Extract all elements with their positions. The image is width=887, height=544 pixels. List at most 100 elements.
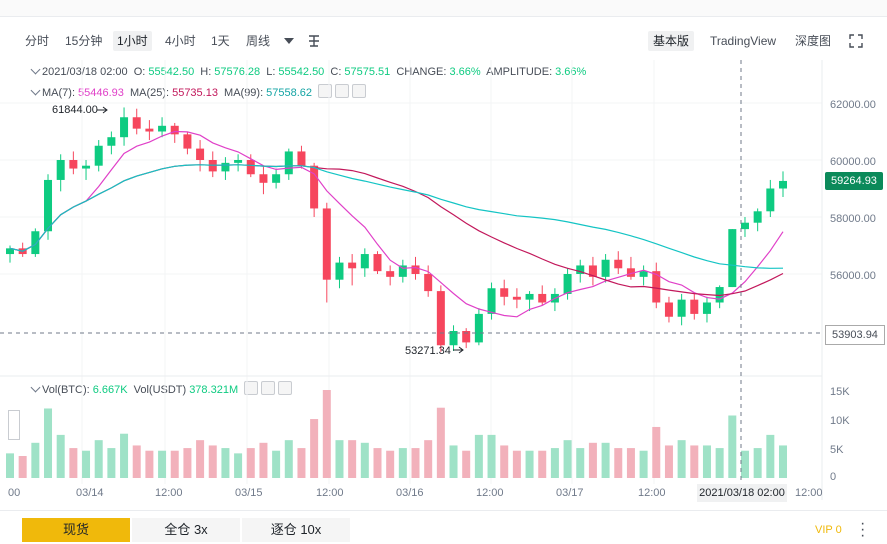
- cross-margin-tab[interactable]: 全仓 3x: [132, 518, 240, 542]
- grid: [0, 60, 822, 484]
- ma99-label: MA(99):: [224, 87, 264, 99]
- time-tick-1200-e: 12:00: [795, 487, 823, 499]
- timeframe-1d[interactable]: 1天: [211, 34, 230, 48]
- candle-body: [284, 151, 293, 175]
- more-options-icon[interactable]: · · ·: [860, 515, 866, 544]
- candle-body: [158, 125, 167, 132]
- indicator-settings-icon[interactable]: [306, 33, 322, 49]
- crosshair-time-tag: 2021/03/18 02:00: [697, 484, 787, 502]
- volume-bar: [234, 453, 243, 478]
- price-tick-62000: 62000.00: [830, 99, 876, 111]
- candle-body: [259, 174, 268, 183]
- price-tick-58000: 58000.00: [830, 213, 876, 225]
- timeframe-15m[interactable]: 15分钟: [65, 34, 103, 48]
- ma25-line: [9, 164, 784, 297]
- volume-bar: [284, 440, 293, 478]
- volume-bar: [664, 445, 673, 478]
- timeframe-realtime[interactable]: 分时: [25, 34, 50, 48]
- ma7-line: [9, 130, 784, 318]
- volume-bar: [702, 445, 711, 478]
- vol-tick-15k: 15K: [830, 386, 850, 398]
- candle-body: [766, 188, 775, 212]
- timeframe-4h[interactable]: 4小时: [165, 34, 196, 48]
- candle-body: [728, 229, 737, 288]
- volume-bar: [677, 440, 686, 478]
- view-tradingview-tab[interactable]: TradingView: [710, 34, 777, 48]
- ma99-line: [9, 164, 784, 269]
- time-tick-0315: 03/15: [235, 487, 263, 499]
- candle-body: [740, 222, 749, 230]
- candle-body: [69, 160, 78, 169]
- change-value: 3.66%: [449, 66, 481, 78]
- volume-bar: [779, 445, 787, 478]
- candle-body: [360, 254, 369, 269]
- spot-tab[interactable]: 现货: [22, 518, 130, 542]
- volume-bar: [398, 448, 407, 478]
- volume-bar: [107, 448, 116, 478]
- candle-body: [82, 165, 91, 169]
- high-label: H:: [200, 66, 212, 78]
- volume-bar: [69, 448, 78, 478]
- view-depth-tab[interactable]: 深度图: [795, 34, 832, 48]
- moving-average-lines: [9, 130, 784, 318]
- pane-resize-handle[interactable]: [8, 410, 20, 440]
- more-timeframes-dropdown-icon[interactable]: [284, 38, 294, 44]
- timeframe-1h[interactable]: 1小时: [113, 31, 152, 51]
- vol-tick-0: 0: [830, 471, 836, 483]
- high-marker-arrow: [97, 106, 108, 114]
- volume-bar: [386, 450, 395, 478]
- volume-bar: [512, 450, 521, 478]
- vip-level[interactable]: VIP 0: [815, 524, 842, 536]
- volume-bar: [462, 450, 471, 478]
- candle-body: [398, 265, 407, 277]
- time-tick-00: 00: [8, 487, 20, 499]
- candle-body: [639, 271, 648, 277]
- candle-body: [221, 162, 230, 172]
- volume-bar: [18, 456, 27, 478]
- volume-bar: [56, 434, 65, 478]
- top-strip: [0, 0, 887, 17]
- candle-body: [348, 262, 357, 269]
- volume-bar: [525, 450, 534, 478]
- candle-body: [56, 160, 65, 180]
- candle-body: [386, 271, 395, 277]
- candle-body: [297, 151, 306, 166]
- candle-body: [677, 299, 686, 317]
- open-value: 55542.50: [148, 66, 195, 78]
- settings-icon[interactable]: [335, 84, 350, 98]
- volume-bar: [449, 445, 458, 478]
- close-icon[interactable]: [278, 381, 293, 395]
- candle-body: [94, 145, 103, 166]
- low-marker-label: 53271.34: [405, 345, 451, 357]
- time-tick-1200-b: 12:00: [316, 487, 344, 499]
- fullscreen-icon[interactable]: [848, 33, 864, 49]
- volume-bar: [272, 450, 281, 478]
- volume-bar: [82, 450, 91, 478]
- candle-body: [120, 117, 129, 138]
- timeframe-1w[interactable]: 周线: [246, 34, 271, 48]
- isolated-margin-tab[interactable]: 逐仓 10x: [242, 518, 350, 542]
- eye-icon[interactable]: [244, 381, 259, 395]
- candle-body: [44, 179, 53, 232]
- view-basic-tab[interactable]: 基本版: [648, 31, 695, 51]
- volume-bar: [766, 434, 775, 478]
- candle-body: [424, 274, 433, 292]
- candle-body: [462, 331, 471, 343]
- close-label: C:: [330, 66, 342, 78]
- close-value: 57575.51: [344, 66, 391, 78]
- candlestick-chart[interactable]: 62000.00 60000.00 58000.00 56000.00 15K …: [0, 0, 887, 510]
- volume-bar: [753, 448, 762, 478]
- settings-icon[interactable]: [261, 381, 276, 395]
- vol-btc-value: 6.667K: [92, 384, 128, 396]
- low-label: L:: [266, 66, 276, 78]
- candle-body: [322, 208, 331, 280]
- amplitude-value: 3.66%: [555, 66, 587, 78]
- candle-body: [449, 331, 458, 346]
- volume-bar: [538, 450, 547, 478]
- close-icon[interactable]: [352, 84, 367, 98]
- volume-bar: [436, 407, 445, 478]
- crosshair-price-tag: 53903.94: [825, 325, 885, 345]
- ohlc-legend: 2021/03/18 02:00 O: 55542.50 H: 57576.28 L…: [30, 64, 589, 78]
- candle-body: [715, 287, 724, 303]
- candle-body: [436, 291, 445, 346]
